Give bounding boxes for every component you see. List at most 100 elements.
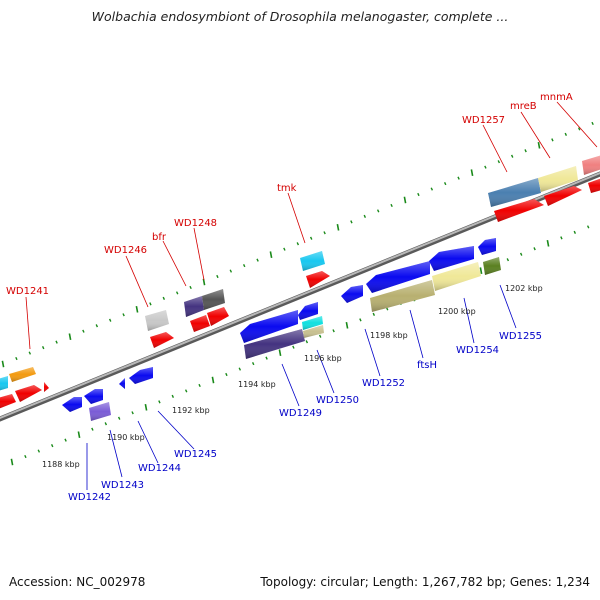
gene-label[interactable]: WD1252 — [362, 378, 405, 389]
scale-label: 1188 kbp — [42, 460, 80, 469]
scale-tick — [564, 132, 568, 136]
scale-tick — [551, 138, 554, 142]
gene-label[interactable]: WD1257 — [462, 115, 505, 126]
scale-tick — [591, 121, 594, 126]
gene-shading — [62, 397, 82, 412]
gene-shading — [538, 166, 578, 192]
bottom-gene-labels: WD1242 WD1243 WD1244 WD1245 WD1249 WD125… — [68, 331, 542, 503]
scale-tick — [225, 372, 228, 377]
scale-tick — [533, 247, 536, 251]
scale-tick — [189, 285, 192, 290]
scale-tick — [144, 403, 148, 411]
gene-shading — [370, 280, 435, 312]
scale-tick — [457, 176, 460, 180]
gene-shading — [478, 238, 496, 255]
scale-tick — [55, 340, 58, 344]
map-title: Wolbachia endosymbiont of Drosophila mel… — [91, 9, 509, 24]
scale-tick — [82, 329, 85, 333]
scale-tick — [238, 367, 242, 371]
gene-label[interactable]: mreB — [510, 101, 537, 112]
scale-tick — [484, 165, 487, 169]
tick-row-bottom — [10, 225, 590, 466]
gene-shading — [488, 178, 541, 207]
gene-label[interactable]: WD1248 — [174, 218, 217, 229]
scale-tick — [229, 269, 233, 273]
scale-tick — [1, 360, 5, 368]
gene-label[interactable]: WD1246 — [104, 245, 147, 256]
gene-label[interactable]: bfr — [152, 232, 167, 243]
gene-shading — [119, 378, 125, 389]
gene-shading — [0, 376, 8, 391]
gene-shading — [588, 178, 600, 193]
gene-shading — [145, 310, 169, 331]
scale-tick — [211, 376, 215, 384]
scale-tick — [135, 305, 139, 313]
scale-tick — [198, 383, 201, 388]
gene-shading — [184, 296, 204, 317]
gene-shading — [432, 262, 481, 291]
scale-label: 1196 kbp — [304, 354, 342, 363]
gene-shading — [341, 285, 363, 303]
gene-label[interactable]: ftsH — [417, 360, 437, 371]
scale-tick — [24, 454, 27, 459]
accession-text: Accession: NC_002978 — [9, 575, 146, 589]
scale-tick — [28, 351, 32, 355]
scale-tick — [577, 127, 581, 131]
gene-shading — [84, 389, 103, 404]
scale-tick — [506, 258, 510, 262]
scale-tick — [216, 274, 219, 279]
gene-label[interactable]: WD1243 — [101, 480, 144, 491]
gene-label[interactable]: WD1250 — [316, 395, 359, 406]
callout-lines — [25, 101, 598, 490]
scale-tick — [162, 296, 166, 300]
gene-label[interactable]: WD1241 — [6, 286, 49, 297]
gene-label[interactable]: WD1249 — [279, 408, 322, 419]
gene-shading — [129, 367, 153, 384]
scale-tick — [296, 242, 300, 246]
scale-tick — [265, 356, 268, 360]
gene-shading — [302, 316, 323, 330]
scale-tick — [50, 444, 54, 448]
scale-label: 1194 kbp — [238, 380, 276, 389]
gene-shading — [207, 307, 229, 326]
gene-shading — [0, 394, 16, 409]
gene-shading — [240, 310, 298, 343]
gene-label[interactable]: WD1242 — [68, 492, 111, 503]
gene-label[interactable]: WD1254 — [456, 345, 499, 356]
scale-tick — [385, 307, 389, 311]
scale-tick — [95, 324, 99, 328]
scale-tick — [184, 389, 188, 393]
scale-tick — [158, 400, 161, 404]
scale-tick — [15, 356, 18, 361]
scale-tick — [524, 149, 527, 153]
gene-label[interactable]: WD1245 — [174, 449, 217, 460]
scale-tick — [390, 203, 393, 208]
scale-labels: 1188 kbp 1190 kbp 1192 kbp 1194 kbp 1196… — [42, 284, 543, 469]
gene-label[interactable]: mnmA — [540, 92, 573, 103]
scale-tick — [318, 334, 322, 338]
gene-label[interactable]: tmk — [277, 183, 297, 194]
scale-tick — [332, 329, 335, 333]
gene-shading — [303, 325, 324, 338]
reverse-genes — [62, 238, 501, 421]
scale-tick — [104, 422, 108, 426]
scale-tick — [470, 169, 474, 176]
gene-label[interactable]: WD1255 — [499, 331, 542, 342]
gene-shading — [44, 382, 49, 392]
scale-tick — [345, 321, 349, 329]
gene-label[interactable]: WD1244 — [138, 463, 181, 474]
gene-shading — [544, 186, 582, 206]
scale-tick — [77, 431, 81, 439]
scale-tick — [292, 345, 295, 349]
scale-tick — [131, 411, 134, 415]
topology-summary: Topology: circular; Length: 1,267,782 bp… — [260, 575, 590, 589]
scale-tick — [537, 141, 541, 149]
scale-tick — [149, 302, 152, 306]
scale-tick — [305, 340, 309, 344]
gene-shading — [190, 315, 210, 332]
gene-shading — [306, 271, 330, 288]
scale-label: 1200 kbp — [438, 307, 476, 316]
gene-shading — [9, 367, 36, 382]
scale-label: 1198 kbp — [370, 331, 408, 340]
